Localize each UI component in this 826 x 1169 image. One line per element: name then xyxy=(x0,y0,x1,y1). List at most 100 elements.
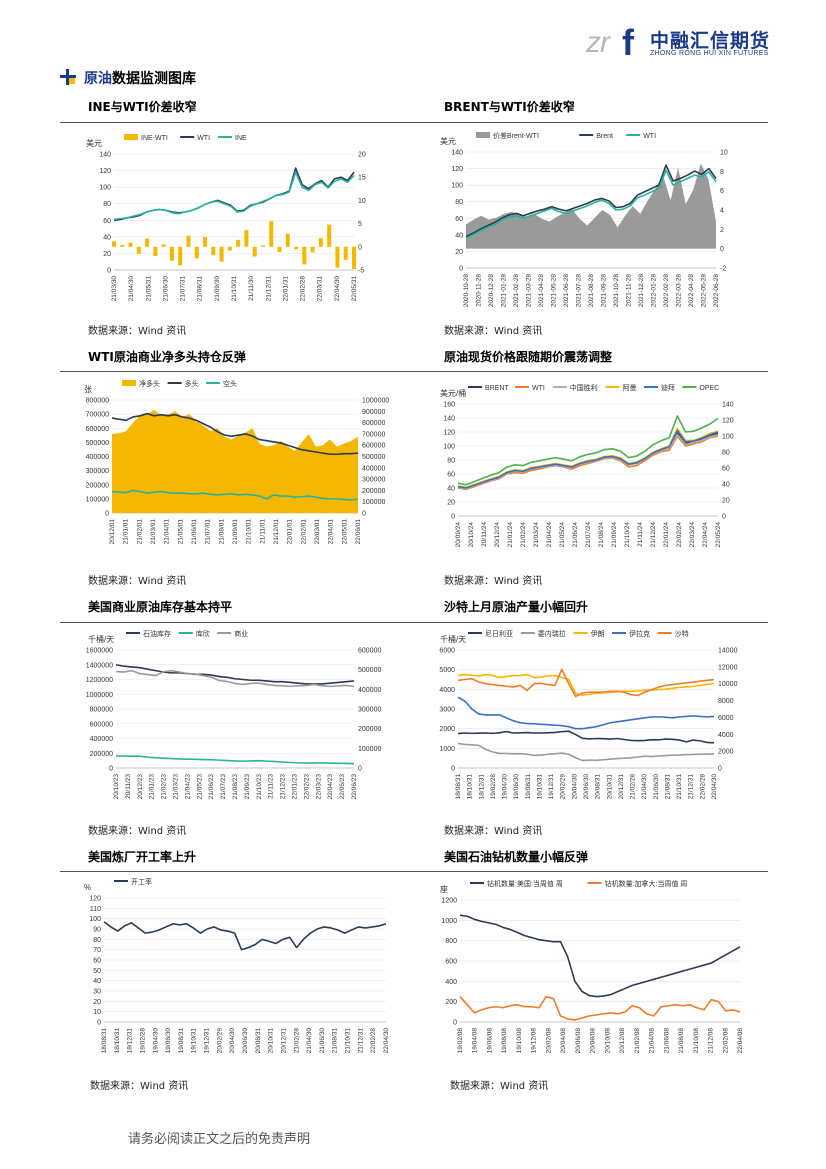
bar xyxy=(285,233,290,247)
y2-tick-label: 0 xyxy=(362,511,366,518)
bar xyxy=(335,246,340,268)
chart-wti-positions: 0 100000 200000 300000 400000 500000 600000 700… xyxy=(84,379,389,545)
y-tick-label: 6000 xyxy=(439,648,455,655)
y-tick-label: 90 xyxy=(93,927,101,934)
bar xyxy=(194,246,199,259)
chart-spot-prices: 0 20 40 60 80 100 120 140 160 0 20 40 60 80 100 120 140 美… xyxy=(440,383,734,548)
x-tick-label: 22/02/28 xyxy=(300,276,307,302)
x-tick-label: 22/02/01 xyxy=(300,519,307,545)
x-tick-label: 19/06/08 xyxy=(486,1028,493,1054)
source-note: 数据来源：Wind 资讯 xyxy=(88,326,187,337)
y-tick-label: 100 xyxy=(443,444,455,451)
x-tick-label: 2022-03-28 xyxy=(676,274,683,308)
chart-title-4: 原油现货价格跟随期价震荡调整 xyxy=(444,350,613,364)
x-tick-label: 21/02/28 xyxy=(293,1028,300,1054)
bar xyxy=(211,246,216,256)
x-tick-label: 22/05/31 xyxy=(351,276,358,302)
x-tick-label: 20/09/24 xyxy=(455,522,462,548)
x-tick-label: 21/12/31 xyxy=(357,1028,364,1054)
bar xyxy=(318,237,323,247)
y-tick-label: 80 xyxy=(103,201,111,208)
source-note: 数据来源：Wind 资讯 xyxy=(444,326,543,337)
y-tick-label: 0 xyxy=(109,766,113,773)
y2-tick-label: 900000 xyxy=(362,409,385,416)
series-line xyxy=(457,415,719,486)
x-tick-label: 22/01/24 xyxy=(663,522,670,548)
y2-tick-label: 60 xyxy=(722,466,730,473)
y-tick-label: 500000 xyxy=(86,440,109,447)
y2-tick-label: 8 xyxy=(720,169,724,176)
legend-label: 商业 xyxy=(234,629,248,638)
bar xyxy=(269,221,274,247)
divider xyxy=(60,371,768,372)
source-note: 数据来源：Wind 资讯 xyxy=(444,576,543,587)
x-tick-label: 22/04/23 xyxy=(327,774,334,800)
legend-swatch xyxy=(124,134,138,140)
y2-tick-label: 100 xyxy=(722,434,734,441)
x-tick-label: 19/12/08 xyxy=(531,1028,538,1054)
y-tick-label: 80 xyxy=(93,937,101,944)
y-tick-label: 70 xyxy=(93,947,101,954)
x-tick-label: 2021-09-28 xyxy=(601,274,608,308)
x-tick-label: 19/08/08 xyxy=(501,1028,508,1054)
y-tick-label: 80 xyxy=(447,458,455,465)
x-tick-label: 22/04/08 xyxy=(737,1028,744,1054)
x-tick-label: 21/09/01 xyxy=(232,519,239,545)
y-axis-label: 千桶/天 xyxy=(88,634,114,644)
x-tick-label: 20/12/31 xyxy=(618,774,625,800)
x-tick-label: 21/12/23 xyxy=(280,774,287,800)
y2-tick-label: 20 xyxy=(722,498,730,505)
legend-label: 空头 xyxy=(223,379,237,388)
y2-tick-label: 4000 xyxy=(718,732,734,739)
y2-tick-label: 0 xyxy=(722,514,726,521)
legend-label: 中国胜利 xyxy=(570,383,598,392)
series-line xyxy=(465,164,717,238)
y-tick-label: 1400000 xyxy=(86,662,113,669)
y2-tick-label: 12000 xyxy=(718,664,738,671)
x-tick-label: 21/01/24 xyxy=(507,522,514,548)
bar xyxy=(120,244,125,247)
logo-chinese-name: 中融汇信期货 xyxy=(650,30,771,52)
x-tick-label: 21/08/24 xyxy=(598,522,605,548)
bar xyxy=(128,242,133,247)
x-tick-label: 19/10/31 xyxy=(536,774,543,800)
y-tick-label: 1200000 xyxy=(86,677,113,684)
y2-tick-label: 4 xyxy=(720,208,724,215)
chart-rig-count: 0 200 400 600 800 1000 1200 座 19/02/08 19/04/08 19… xyxy=(440,879,744,1054)
chart-title-5: 美国商业原油库存基本持平 xyxy=(88,600,233,614)
x-tick-label: 21/12/31 xyxy=(688,774,695,800)
y-tick-label: 50 xyxy=(93,968,101,975)
x-tick-label: 2021-01-28 xyxy=(501,274,508,308)
x-tick-label: 21/06/24 xyxy=(572,522,579,548)
y2-tick-label: 120 xyxy=(722,418,734,425)
x-tick-label: 2020-10-28 xyxy=(463,274,470,308)
x-tick-label: 20/08/08 xyxy=(590,1028,597,1054)
x-tick-label: 21/10/01 xyxy=(246,519,253,545)
chart-title-2: BRENT与WTI价差收窄 xyxy=(444,100,575,114)
y-tick-label: 110 xyxy=(90,906,101,913)
y2-tick-label: 10 xyxy=(358,198,366,205)
y-tick-label: 10 xyxy=(93,1009,101,1016)
section-heading: 原油数据监测图库 xyxy=(60,68,196,88)
divider xyxy=(60,871,768,872)
x-tick-label: 21/04/01 xyxy=(164,519,171,545)
bar xyxy=(294,246,299,250)
x-tick-label: 21/10/31 xyxy=(231,276,238,302)
x-tick-label: 19/06/30 xyxy=(513,774,520,800)
x-tick-label: 21/10/31 xyxy=(676,774,683,800)
y-axis-label: 张 xyxy=(84,385,92,394)
y-tick-label: 40 xyxy=(447,486,455,493)
x-tick-label: 21/02/24 xyxy=(520,522,527,548)
x-tick-label: 21/01/23 xyxy=(149,774,156,800)
chart-brent-wti: 0 20 40 60 80 100 120 140 -2 0 2 4 6 8 10 美元 2020-10-28 2… xyxy=(440,131,728,308)
x-tick-label: 21/10/31 xyxy=(345,1028,352,1054)
y2-tick-label: 15 xyxy=(358,175,366,182)
x-tick-label: 21/06/08 xyxy=(663,1028,670,1054)
y-tick-label: 120 xyxy=(89,896,101,903)
x-tick-label: 19/10/08 xyxy=(516,1028,523,1054)
series-line xyxy=(457,696,715,730)
legend-label: 伊拉克 xyxy=(629,629,650,638)
legend-swatch xyxy=(476,132,490,138)
y2-tick-label: 600000 xyxy=(362,443,385,450)
y-tick-label: 1000 xyxy=(441,918,457,925)
